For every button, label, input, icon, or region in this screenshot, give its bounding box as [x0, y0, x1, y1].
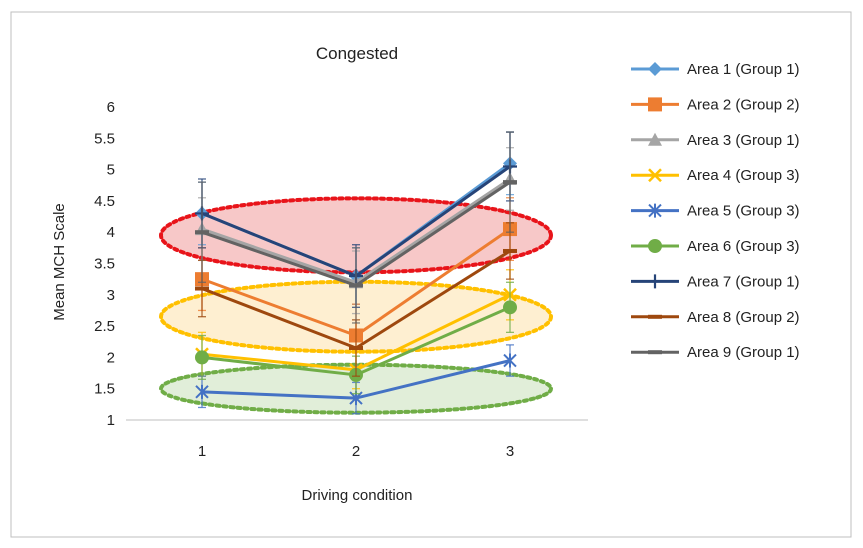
y-tick-label: 4 [107, 224, 115, 241]
data-point [195, 384, 209, 399]
data-point [648, 168, 662, 183]
y-tick-label: 5.5 [94, 130, 115, 147]
y-tick-label: 1 [107, 412, 115, 429]
data-point [503, 248, 517, 253]
legend-item: Area 4 (Group 3) [631, 167, 800, 184]
legend-item: Area 1 (Group 1) [631, 61, 800, 78]
chart-title: Congested [316, 44, 398, 63]
y-tick-label: 6 [107, 99, 115, 116]
plot-area [195, 131, 517, 415]
data-point [503, 300, 517, 315]
data-point [648, 314, 662, 319]
data-series [195, 344, 517, 415]
legend-label: Area 4 (Group 3) [687, 167, 800, 184]
legend-label: Area 8 (Group 2) [687, 309, 800, 326]
legend-item: Area 2 (Group 2) [631, 96, 800, 113]
y-tick-label: 2.5 [94, 318, 115, 335]
data-point [195, 286, 209, 291]
data-point [648, 62, 662, 76]
data-point [648, 97, 662, 112]
legend-label: Area 9 (Group 1) [687, 344, 800, 361]
x-axis-label: Driving condition [302, 487, 413, 504]
data-point [648, 203, 662, 218]
legend-item: Area 3 (Group 1) [631, 132, 800, 149]
data-point [648, 350, 662, 355]
y-axis-label: Mean MCH Scale [51, 203, 68, 321]
y-tick-label: 1.5 [94, 381, 115, 398]
data-point [195, 230, 209, 235]
x-tick-label: 3 [506, 443, 514, 460]
chart-frame [10, 11, 852, 538]
legend-label: Area 6 (Group 3) [687, 238, 800, 255]
axes: 1 1.5 2 2.5 3 3.5 4 4.5 5 5.5 6 1 2 3 [94, 99, 588, 460]
legend-label: Area 3 (Group 1) [687, 132, 800, 149]
x-tick-label: 2 [352, 443, 360, 460]
legend-item: Area 9 (Group 1) [631, 344, 800, 361]
x-tick-label: 1 [198, 443, 206, 460]
data-point [503, 353, 517, 368]
legend-label: Area 2 (Group 2) [687, 96, 800, 113]
y-tick-label: 3 [107, 287, 115, 304]
legend-item: Area 7 (Group 1) [631, 273, 800, 290]
legend-label: Area 1 (Group 1) [687, 61, 800, 78]
data-point [349, 283, 363, 288]
y-tick-label: 2 [107, 349, 115, 366]
data-point [503, 180, 517, 185]
data-point [195, 350, 209, 365]
y-tick-label: 3.5 [94, 256, 115, 273]
legend-item: Area 5 (Group 3) [631, 203, 800, 220]
data-point [349, 346, 363, 351]
legend-item: Area 6 (Group 3) [631, 238, 800, 255]
data-series [195, 131, 517, 324]
legend-label: Area 7 (Group 1) [687, 273, 800, 290]
data-point [648, 274, 662, 289]
data-point [648, 239, 662, 253]
legend-item: Area 8 (Group 2) [631, 309, 800, 326]
legend: Area 1 (Group 1) Area 2 (Group 2) Area 3 (… [631, 61, 800, 361]
y-tick-label: 4.5 [94, 193, 115, 210]
data-point [648, 132, 662, 146]
legend-label: Area 5 (Group 3) [687, 203, 800, 220]
y-tick-label: 5 [107, 162, 115, 179]
